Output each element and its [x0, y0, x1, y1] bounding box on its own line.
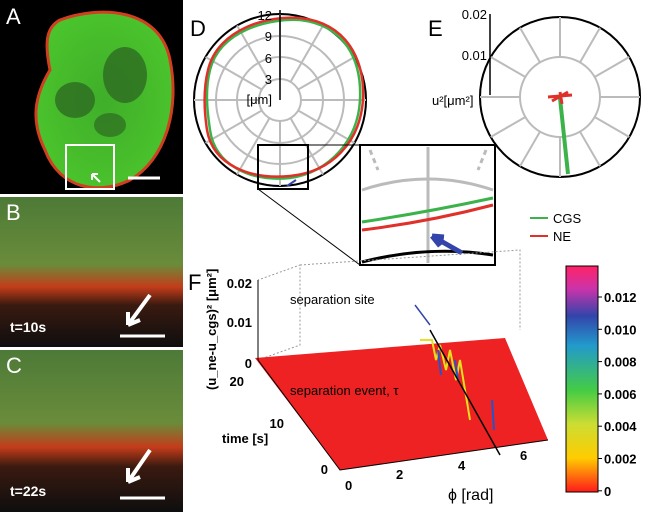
wireframe	[258, 265, 300, 360]
panel-label: F	[188, 270, 201, 295]
time-label: t=10s	[10, 319, 46, 335]
annotation: separation site	[290, 292, 375, 307]
blob	[103, 47, 147, 103]
panel-label: C	[6, 353, 22, 378]
annotation: separation event, τ	[290, 383, 399, 398]
x-tick: 6	[520, 448, 527, 463]
colorbar-label: 0.004	[604, 419, 637, 434]
tick-label: 6	[265, 51, 272, 66]
tick-label: 0.02	[462, 7, 487, 22]
legend-label: CGS	[553, 211, 582, 226]
grid-spoke	[491, 117, 526, 137]
colorbar-label: 0.008	[604, 355, 637, 370]
grid-spoke	[520, 28, 540, 63]
y-tick: 0	[321, 462, 328, 477]
tick-label: 12	[258, 8, 272, 23]
zoom-box	[258, 145, 308, 189]
colorbar	[566, 266, 598, 492]
x-label: ϕ [rad]	[448, 487, 493, 504]
grid-spoke	[206, 111, 262, 144]
y-tick: 20	[230, 374, 244, 389]
time-label: t=22s	[10, 483, 46, 499]
colorbar-label: 0.006	[604, 387, 637, 402]
panel-label: A	[6, 4, 21, 29]
x-tick: 2	[396, 467, 403, 482]
colorbar-label: 0.002	[604, 452, 637, 467]
tick-label: 0.01	[462, 48, 487, 63]
grid-spoke	[580, 28, 600, 63]
grid-spoke	[298, 111, 354, 144]
connector	[258, 189, 360, 265]
z-tick: 0.02	[227, 276, 252, 291]
panel-label: B	[6, 200, 21, 225]
grid-spoke	[580, 132, 600, 167]
tick-label: 3	[265, 72, 272, 87]
grid-spoke	[595, 117, 630, 137]
axis-label: u²[μm²]	[432, 93, 473, 108]
grid-spoke	[237, 118, 270, 174]
grid-spoke	[298, 57, 354, 90]
blob	[94, 113, 126, 137]
z-tick: 0.01	[227, 315, 252, 330]
figure: A B t=10s C t=22s [μm] 3 6 9 12 D 0.02 0…	[0, 0, 658, 512]
legend-label: NE	[553, 229, 571, 244]
colorbar-label: 0.012	[604, 290, 637, 305]
grid-spoke	[520, 132, 540, 167]
surface	[255, 338, 548, 470]
blob	[55, 82, 95, 118]
y-tick: 10	[270, 416, 284, 431]
colorbar-ticks: 0.012 0.010 0.008 0.006 0.004 0.002 0	[598, 290, 637, 499]
arrow	[415, 305, 430, 325]
colorbar-label: 0.010	[604, 322, 637, 337]
unit-label: [μm]	[246, 92, 272, 107]
x-tick: 4	[458, 458, 466, 473]
z-label: (u_ne-u_cgs)² [μm²]	[204, 269, 219, 390]
grid-spoke	[595, 57, 630, 77]
grid-spoke	[491, 57, 526, 77]
z-tick: 0	[245, 356, 252, 371]
panel-label: E	[428, 16, 443, 41]
y-label: time [s]	[222, 431, 268, 446]
grid-spoke	[291, 26, 324, 82]
colorbar-label: 0	[604, 484, 611, 499]
panel-label: D	[190, 16, 206, 41]
x-tick: 0	[345, 478, 352, 493]
tick-label: 9	[265, 29, 272, 44]
grid-spoke	[291, 118, 324, 174]
